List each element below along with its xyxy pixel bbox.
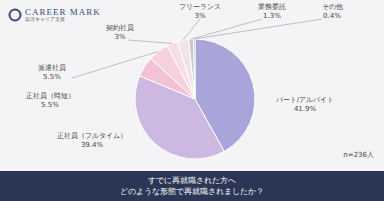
svg-text:5.5%: 5.5% [41,101,59,109]
svg-text:5.5%: 5.5% [43,73,61,81]
html-text:就活キャリア支援: 就活キャリア支援 [25,17,65,22]
svg-text:フリーランス: フリーランス [179,3,221,11]
html-text:CAREER MARK: CAREER MARK [25,7,101,17]
svg-text:41.9%: 41.9% [294,105,317,113]
svg-text:契約社員: 契約社員 [106,24,134,32]
svg-text:3%: 3% [194,12,205,20]
svg-text:パート/アルバイト: パート/アルバイト [275,96,334,104]
svg-text:0.4%: 0.4% [323,12,341,20]
svg-text:39.4%: 39.4% [81,141,104,149]
svg-text:その他: その他 [322,3,343,11]
html-text:すでに再就職された方へ: すでに再就職された方へ [148,176,236,185]
svg-text:正社員（フルタイム）: 正社員（フルタイム） [57,132,127,140]
svg-text:業務委託: 業務委託 [258,3,286,11]
html-text:n=236人: n=236人 [343,151,374,159]
svg-text:正社員（時短）: 正社員（時短） [26,92,75,100]
svg-text:1.3%: 1.3% [263,12,281,20]
svg-text:派遣社員: 派遣社員 [38,64,66,72]
svg-text:3%: 3% [114,33,125,41]
html-text:どのような形態で再就職されましたか？: どのような形態で再就職されましたか？ [120,187,264,196]
